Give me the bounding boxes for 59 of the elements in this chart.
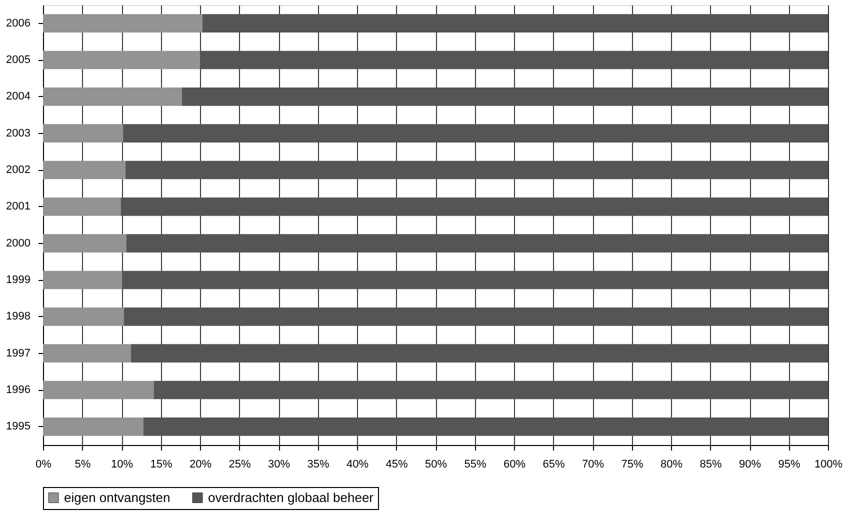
y-tick-label: 1998 (6, 310, 30, 323)
bar (43, 88, 182, 106)
bar (43, 198, 121, 216)
y-tick-label: 1995 (6, 420, 30, 433)
x-tick-label: 40% (346, 458, 369, 470)
legend-label: eigen ontvangsten (64, 490, 170, 505)
y-tick-label: 2003 (6, 127, 30, 140)
x-tick-label: 20% (189, 458, 212, 470)
bar (120, 198, 828, 216)
bar (43, 124, 124, 142)
x-tick-label: 80% (660, 458, 683, 470)
x-tick-label: 45% (386, 458, 408, 470)
bar (43, 308, 124, 326)
x-tick-label: 60% (503, 458, 526, 470)
x-tick-label: 55% (464, 458, 486, 470)
bar (124, 308, 828, 326)
y-tick-label: 2005 (6, 54, 30, 66)
y-tick-label: 2002 (6, 164, 30, 176)
x-tick-label: 5% (74, 458, 91, 470)
x-tick-label: 95% (778, 458, 800, 470)
bar (43, 234, 126, 252)
bar (43, 50, 200, 70)
bar (122, 270, 828, 290)
x-tick-label: 100% (814, 458, 843, 470)
y-tick-label: 2001 (6, 200, 30, 213)
x-tick-label: 25% (228, 458, 251, 470)
x-tick-label: 30% (268, 458, 290, 470)
x-tick-label: 50% (424, 458, 448, 470)
bar (43, 344, 131, 362)
bar (43, 418, 144, 436)
bar (182, 88, 828, 106)
y-tick-label: 1999 (6, 274, 30, 286)
bar (43, 380, 154, 400)
bar (130, 344, 828, 362)
x-tick-label: 85% (700, 458, 722, 470)
x-tick-label: 75% (621, 458, 644, 470)
x-tick-label: 15% (150, 458, 172, 470)
x-tick-label: 10% (110, 458, 134, 470)
y-tick-label: 2006 (6, 17, 30, 30)
bar (125, 160, 828, 180)
x-tick-label: 70% (582, 458, 604, 470)
legend-label: overdrachten globaal beheer (208, 490, 374, 505)
bar (123, 124, 828, 142)
bar (126, 234, 828, 252)
x-tick-label: 90% (738, 458, 762, 470)
y-tick-label: 1997 (6, 347, 30, 360)
y-tick-label: 2004 (6, 90, 30, 103)
bar (43, 14, 202, 32)
x-tick-label: 65% (542, 458, 565, 470)
bar (43, 160, 126, 180)
bar (202, 14, 828, 32)
y-tick-label: 1996 (6, 384, 30, 396)
bar (143, 418, 828, 436)
y-tick-label: 2000 (6, 237, 30, 250)
bar (200, 50, 828, 70)
bar (154, 380, 828, 400)
bar (43, 270, 122, 290)
x-tick-label: 35% (307, 458, 330, 470)
x-tick-label: 0% (36, 458, 52, 470)
